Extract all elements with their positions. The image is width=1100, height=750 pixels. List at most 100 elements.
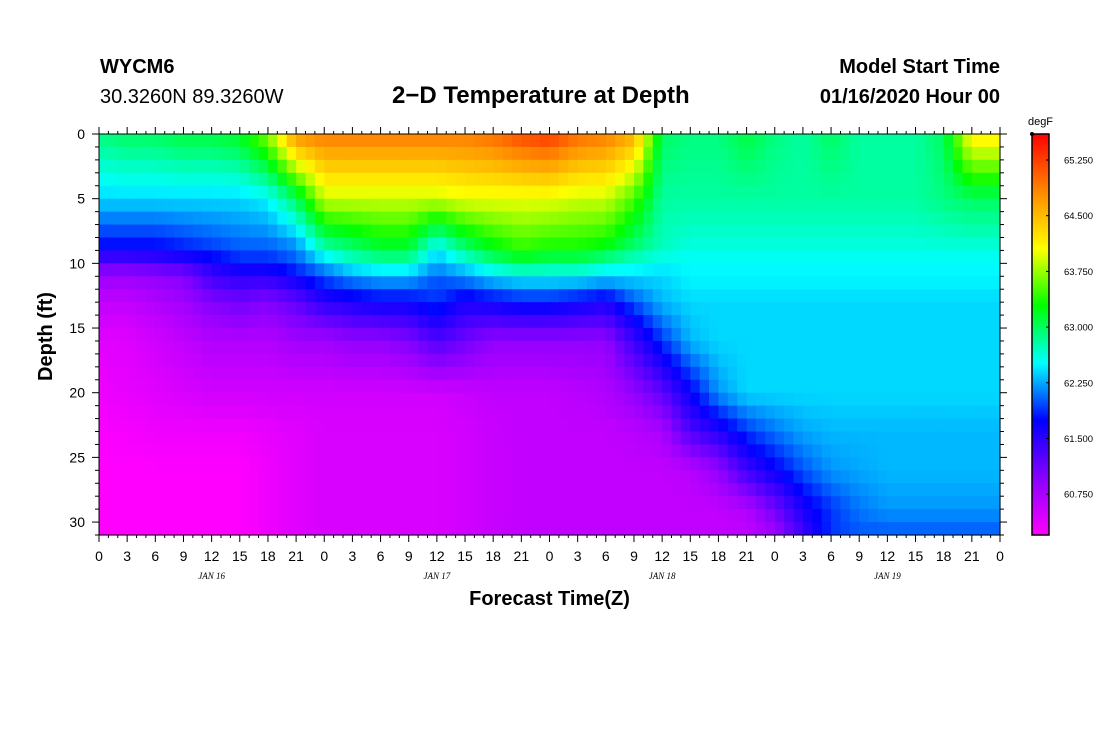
y-tick-label: 25 [69, 449, 85, 465]
x-tick-label: 12 [880, 548, 896, 564]
heatmap-cell [202, 198, 213, 213]
heatmap-cell [718, 250, 729, 264]
chart-title: 2−D Temperature at Depth [392, 82, 690, 109]
heatmap-cell [934, 224, 945, 239]
heatmap-cell [99, 509, 109, 523]
heatmap-cell [990, 250, 1001, 264]
heatmap-cell [502, 496, 513, 510]
heatmap-cell [277, 134, 288, 148]
heatmap-cell [343, 263, 354, 277]
heatmap-cell [709, 405, 720, 420]
heatmap-cell [549, 315, 560, 329]
heatmap-cell [709, 418, 720, 433]
heatmap-cell [587, 522, 598, 536]
heatmap-cell [840, 185, 851, 200]
heatmap-cell [136, 392, 147, 407]
heatmap-cell [493, 496, 504, 510]
heatmap-cell [746, 172, 757, 187]
heatmap-cell [540, 483, 551, 497]
heatmap-cell [521, 172, 532, 187]
heatmap-cell [680, 431, 691, 446]
heatmap-cell [108, 418, 119, 433]
heatmap-cell [211, 353, 222, 368]
heatmap-cell [727, 146, 738, 161]
heatmap-cell [521, 509, 532, 523]
heatmap-cell [521, 237, 532, 252]
heatmap-cell [821, 392, 832, 407]
heatmap-cell [183, 224, 194, 239]
colorbar-tick-label: 65.250 [1064, 155, 1093, 166]
heatmap-cell [399, 405, 410, 420]
heatmap-cell [389, 457, 400, 471]
heatmap-cell [343, 418, 354, 433]
heatmap-cell [652, 353, 663, 368]
heatmap-cell [117, 211, 128, 226]
heatmap-cell [784, 405, 795, 420]
heatmap-cell [117, 353, 128, 368]
heatmap-cell [793, 379, 804, 394]
heatmap-cell [727, 353, 738, 368]
heatmap-cell [624, 379, 635, 394]
heatmap-cell [183, 470, 194, 484]
heatmap-cell [765, 392, 776, 407]
heatmap-cell [568, 250, 579, 264]
heatmap-cell [680, 444, 691, 458]
station-id: WYCM6 [100, 56, 175, 78]
heatmap-cell [587, 509, 598, 523]
heatmap-cell [99, 159, 109, 174]
heatmap-cell [511, 237, 522, 252]
heatmap-cell [971, 250, 982, 264]
heatmap-cell [155, 483, 166, 497]
heatmap-cell [568, 185, 579, 200]
heatmap-cell [981, 470, 992, 484]
heatmap-cell [981, 418, 992, 433]
heatmap-cell [784, 315, 795, 329]
heatmap-cell [868, 431, 879, 446]
heatmap-cell [737, 211, 748, 226]
heatmap-cell [906, 289, 917, 303]
heatmap-cell [502, 483, 513, 497]
x-tick-label: 12 [429, 548, 445, 564]
heatmap-cell [709, 444, 720, 458]
heatmap-cell [784, 340, 795, 355]
heatmap-cell [727, 172, 738, 187]
heatmap-cell [662, 211, 673, 226]
heatmap-cell [953, 353, 964, 368]
heatmap-cell [755, 457, 766, 471]
heatmap-cell [831, 134, 842, 148]
heatmap-cell [915, 211, 926, 226]
heatmap-cell [99, 444, 109, 458]
heatmap-cell [455, 470, 466, 484]
heatmap-cell [896, 496, 907, 510]
heatmap-cell [436, 431, 447, 446]
heatmap-cell [652, 418, 663, 433]
heatmap-cell [577, 431, 588, 446]
heatmap-cell [314, 353, 325, 368]
heatmap-cell [380, 302, 391, 316]
heatmap-cell [831, 366, 842, 381]
heatmap-cell [971, 172, 982, 187]
heatmap-cell [136, 146, 147, 161]
heatmap-cell [680, 509, 691, 523]
heatmap-cell [915, 315, 926, 329]
heatmap-cell [953, 405, 964, 420]
heatmap-cell [99, 366, 109, 381]
heatmap-cell [962, 328, 973, 342]
heatmap-cell [427, 496, 438, 510]
heatmap-cell [727, 315, 738, 329]
heatmap-cell [314, 328, 325, 342]
heatmap-cell [371, 353, 382, 368]
colorbar-gradient [1031, 133, 1050, 536]
heatmap-cell [418, 263, 429, 277]
heatmap-cell [108, 250, 119, 264]
heatmap-cell [427, 392, 438, 407]
x-tick-label: 3 [574, 548, 582, 564]
heatmap-cell [427, 315, 438, 329]
heatmap-cell [474, 134, 485, 148]
heatmap-cell [709, 509, 720, 523]
heatmap-cell [727, 134, 738, 148]
heatmap-cell [305, 509, 316, 523]
heatmap-cell [493, 405, 504, 420]
heatmap-cell [202, 289, 213, 303]
heatmap-cell [211, 444, 222, 458]
